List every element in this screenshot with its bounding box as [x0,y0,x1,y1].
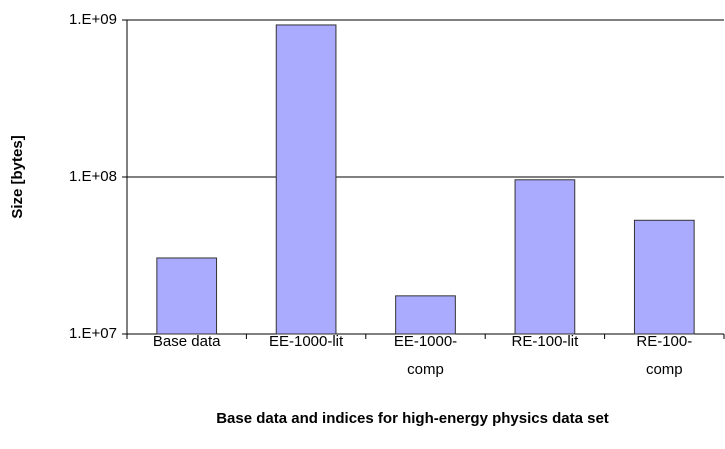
bar [395,295,456,335]
x-tick-label: EE-1000-comp [393,333,458,378]
y-tick-label: 1.E+09 [69,11,117,28]
y-tick-label: 1.E+08 [69,168,117,185]
x-axis-title: Base data and indices for high-energy ph… [216,410,609,427]
x-tick-label: Base data [152,333,221,350]
x-tick-label: RE-100-comp [636,333,693,378]
y-tick-label: 1.E+07 [69,325,117,342]
bar [514,179,576,335]
y-axis-title: Size [bytes] [9,135,26,218]
bar [156,257,218,335]
x-tick-label: EE-1000-lit [268,333,344,350]
x-tick-label: RE-100-lit [511,333,579,350]
bar [275,24,337,335]
bar [633,219,695,335]
